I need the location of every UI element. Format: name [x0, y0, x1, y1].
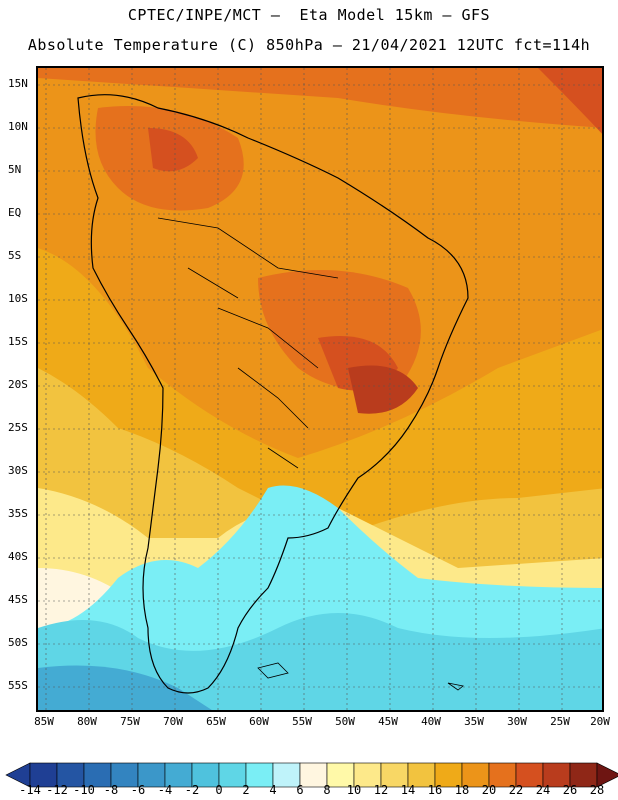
colorbar-label: -8 [103, 783, 119, 797]
colorbar-label: 4 [269, 783, 277, 797]
colorbar-label: -10 [73, 783, 95, 797]
colorbar-label: 14 [400, 783, 416, 797]
colorbar-swatch [434, 762, 463, 788]
lon-label: 50W [335, 715, 355, 728]
chart-title-line2: Absolute Temperature (C) 850hPa – 21/04/… [27, 36, 591, 54]
colorbar-label: 28 [589, 783, 605, 797]
lon-label: 75W [120, 715, 140, 728]
lon-label: 85W [34, 715, 54, 728]
islands [257, 662, 464, 691]
lon-label: 25W [550, 715, 570, 728]
lon-label: 70W [163, 715, 183, 728]
colorbar-swatch [137, 762, 166, 788]
lat-label: 50S [8, 636, 28, 649]
country-borders [157, 217, 339, 469]
colorbar-swatch [218, 762, 247, 788]
colorbar-label: 16 [427, 783, 443, 797]
lon-label: 55W [292, 715, 312, 728]
colorbar-label: -4 [157, 783, 173, 797]
chart-title-line1: CPTEC/INPE/MCT – Eta Model 15km – GFS [127, 6, 491, 24]
colorbar-swatch [380, 762, 409, 788]
lat-label: 30S [8, 464, 28, 477]
colorbar-swatch [461, 762, 490, 788]
colorbar-label: -6 [130, 783, 146, 797]
lon-label: 20W [590, 715, 610, 728]
colorbar-label: 22 [508, 783, 524, 797]
colorbar-swatch [569, 762, 598, 788]
lat-label: 25S [8, 421, 28, 434]
lon-label: 30W [507, 715, 527, 728]
lat-label: 55S [8, 679, 28, 692]
colorbar-label: 6 [296, 783, 304, 797]
colorbar-swatch [272, 762, 301, 788]
colorbar-label: 24 [535, 783, 551, 797]
colorbar-swatch [299, 762, 328, 788]
lon-label: 35W [464, 715, 484, 728]
colorbar-swatch [353, 762, 382, 788]
lat-label: 45S [8, 593, 28, 606]
lon-label: 80W [77, 715, 97, 728]
colorbar [5, 762, 618, 788]
lon-label: 60W [249, 715, 269, 728]
lat-label: 40S [8, 550, 28, 563]
colorbar-label: 18 [454, 783, 470, 797]
colorbar-swatch [191, 762, 220, 788]
colorbar-swatch [407, 762, 436, 788]
lat-label: EQ [8, 206, 22, 219]
colorbar-label: 2 [242, 783, 250, 797]
lat-label: 10N [8, 120, 28, 133]
colorbar-swatches [5, 762, 618, 788]
lat-label: 15S [8, 335, 28, 348]
colorbar-swatch [29, 762, 58, 788]
lat-label: 5N [8, 163, 22, 176]
colorbar-label: 0 [215, 783, 223, 797]
lat-label: 5S [8, 249, 22, 262]
lat-label: 20S [8, 378, 28, 391]
lon-label: 40W [421, 715, 441, 728]
lat-label: 10S [8, 292, 28, 305]
field-north-warm [38, 68, 602, 128]
lon-label: 65W [206, 715, 226, 728]
field-ne-hot [538, 68, 602, 134]
field-colder [38, 665, 212, 710]
lon-label: 45W [378, 715, 398, 728]
colorbar-arrow-max [596, 762, 618, 788]
colorbar-swatch [515, 762, 544, 788]
colorbar-label: 26 [562, 783, 578, 797]
temperature-map [36, 66, 604, 712]
colorbar-swatch [326, 762, 355, 788]
colorbar-label: 12 [373, 783, 389, 797]
continent-outline [77, 94, 469, 694]
field-brazil-core [348, 365, 418, 414]
colorbar-label: 8 [323, 783, 331, 797]
colorbar-swatch [56, 762, 85, 788]
lat-label: 35S [8, 507, 28, 520]
colorbar-label: -14 [19, 783, 41, 797]
colorbar-swatch [542, 762, 571, 788]
colorbar-label: 10 [346, 783, 362, 797]
colorbar-label: 20 [481, 783, 497, 797]
map-canvas [38, 68, 602, 710]
lat-label: 15N [8, 77, 28, 90]
field-venezuela-hot [148, 128, 198, 172]
colorbar-label: -2 [184, 783, 200, 797]
colorbar-label: -12 [46, 783, 68, 797]
